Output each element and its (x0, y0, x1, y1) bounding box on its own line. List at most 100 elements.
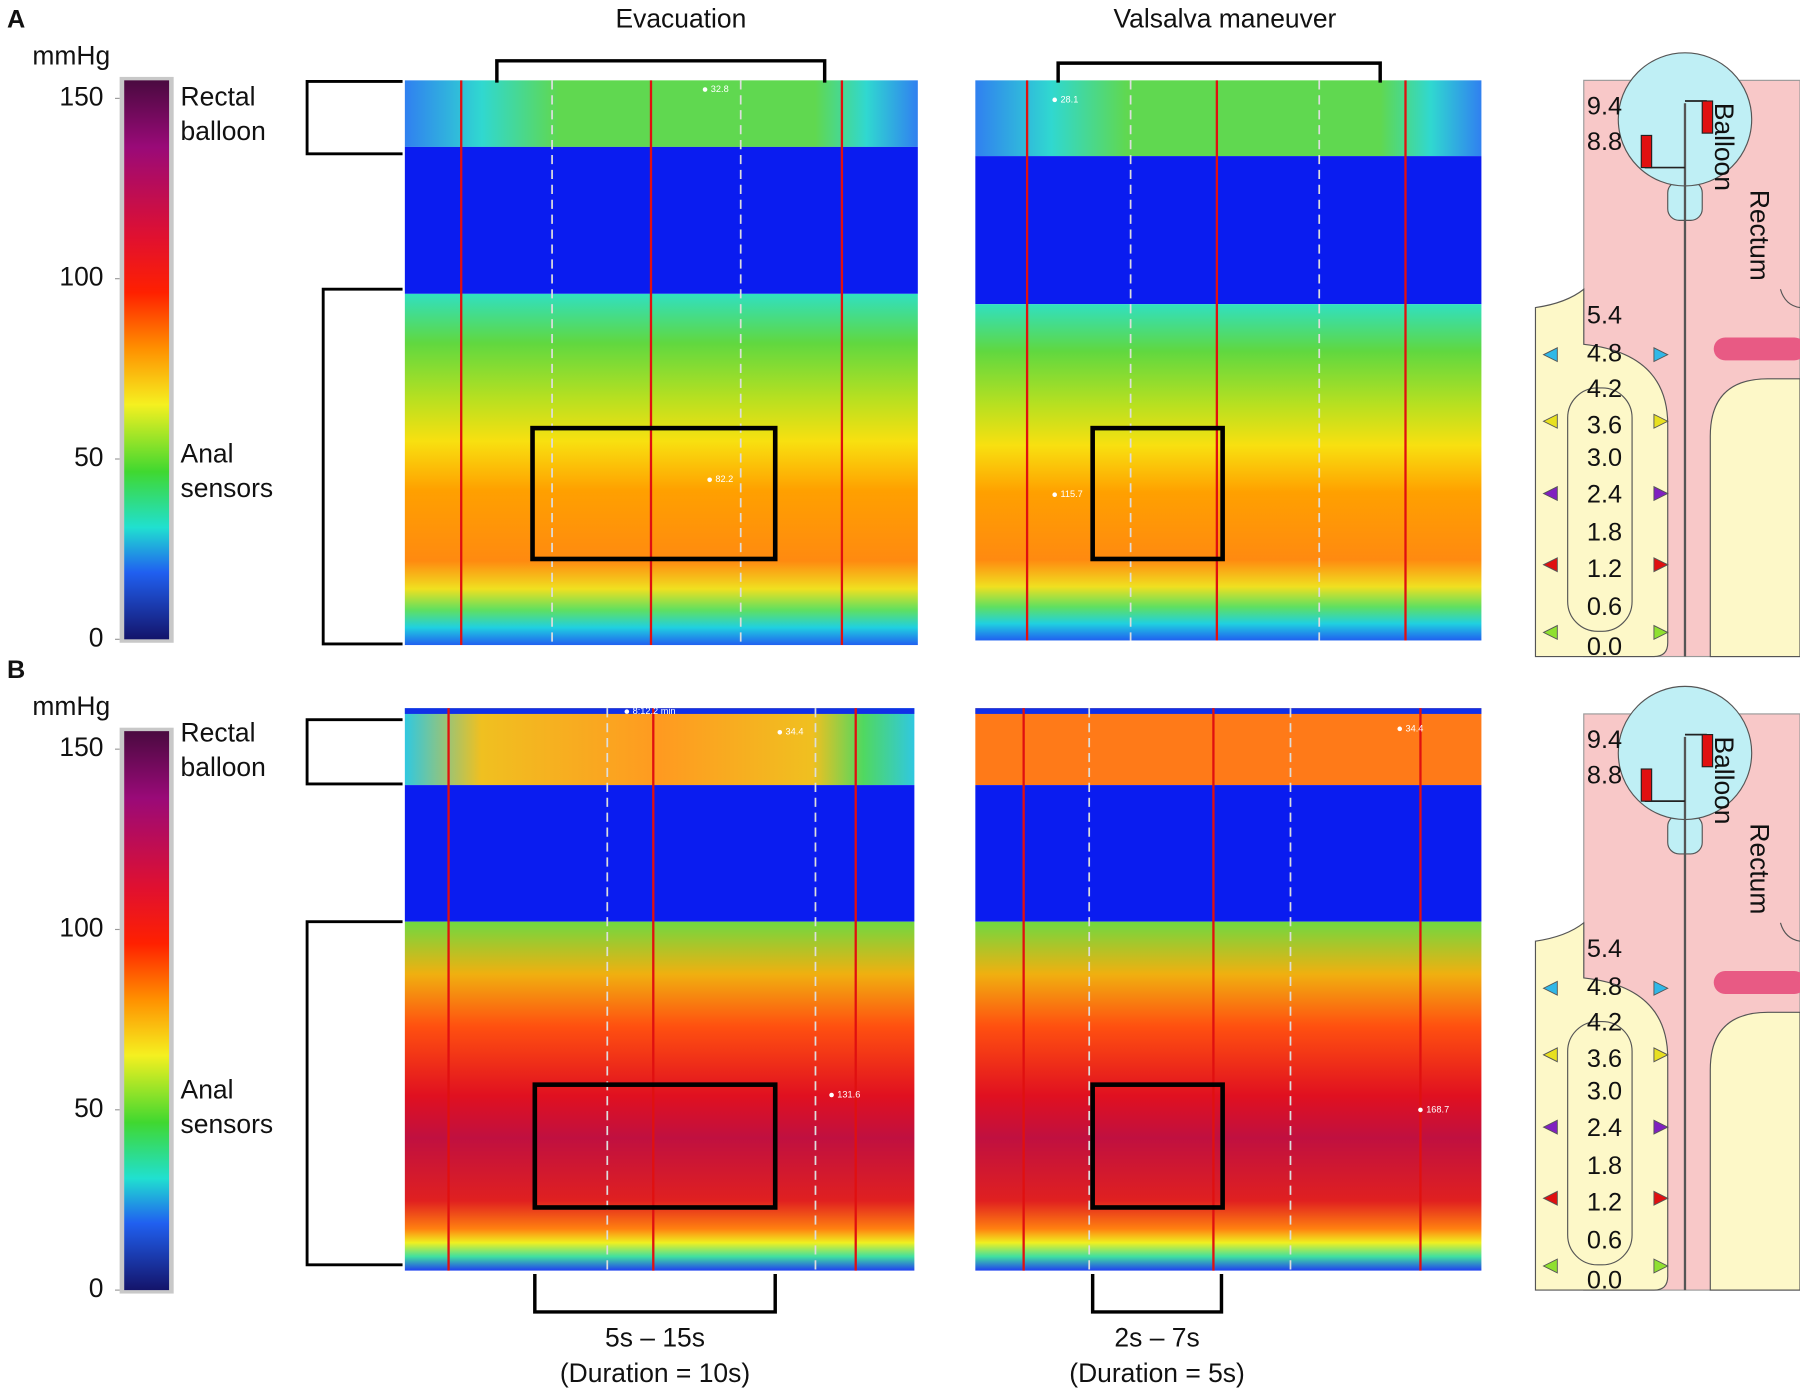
blue-band (404, 785, 915, 922)
scale-tick-label: 150 (59, 81, 103, 111)
sensor-label: 1.2 (1587, 555, 1622, 583)
sphincter-top (1779, 922, 1800, 942)
sensor-label: 2.4 (1587, 1114, 1622, 1142)
puborectalis (1713, 337, 1800, 361)
window-label: 5s – 15s (605, 1322, 705, 1352)
sensor-arrow (1542, 485, 1558, 502)
anal-canal-right (1709, 378, 1800, 658)
sensor-label: 4.8 (1587, 973, 1622, 1001)
sensor-arrow (1653, 1258, 1669, 1274)
rectal-band (975, 708, 1482, 786)
sensor-arrow (1542, 347, 1558, 363)
rectal-band (404, 708, 915, 786)
scale-tick-label: 0 (89, 1273, 104, 1303)
anal-canal-left (1534, 288, 1669, 658)
sensor-label: 9.4 (1587, 726, 1622, 754)
sensor-arrow (1542, 557, 1558, 573)
readout-dot (829, 1092, 834, 1098)
readout-dot (702, 87, 708, 92)
window-label: (Duration = 5s) (1069, 1358, 1245, 1388)
analysis-box (1090, 1082, 1225, 1210)
readout-dot (1397, 726, 1403, 732)
blue-band (975, 785, 1482, 922)
balloon-sensor (1701, 734, 1714, 768)
balloon-sensor (1701, 100, 1714, 134)
analysis-box (1090, 425, 1225, 562)
anal-label: sensors (181, 473, 274, 503)
sensor-label: 4.8 (1587, 339, 1622, 367)
sensor-label: 8.8 (1587, 128, 1622, 156)
analysis-box (532, 1082, 778, 1210)
anal-bracket (321, 287, 403, 646)
rectal-label: Rectal (181, 82, 256, 112)
rectal-label: balloon (181, 752, 266, 782)
anatomy-diagram: 9.4 8.8 5.4 4.8 4.2 3.6 3.0 2.4 1.8 1.2 0.6 0.0 Ball… (1534, 685, 1800, 1295)
top-strip (404, 708, 915, 714)
sensor-label: 1.8 (1587, 518, 1622, 546)
sensor-label: 3.6 (1587, 412, 1622, 440)
sensor-label: 4.2 (1587, 375, 1622, 403)
sensor-arrow (1653, 347, 1669, 363)
scale-tick-label: 0 (89, 622, 104, 652)
rectal-bracket (305, 80, 403, 156)
sensor-label: 4.2 (1587, 1009, 1622, 1037)
rectal-label: balloon (181, 116, 266, 146)
balloon-label: Balloon (1709, 103, 1739, 191)
top-strip (975, 708, 1482, 714)
scale-tick-label: 150 (59, 732, 103, 762)
puborectalis (1713, 971, 1800, 994)
top-bracket (495, 59, 827, 83)
sensor-arrow (1542, 980, 1558, 996)
readout-dot (1052, 97, 1057, 103)
sensor-label: 3.6 (1587, 1045, 1622, 1073)
anal-label: Anal (181, 1075, 234, 1105)
sensor-label: 9.4 (1587, 93, 1622, 121)
scale-tick-label: 50 (74, 1093, 103, 1123)
sensor-label: 0.6 (1587, 1227, 1622, 1255)
window-label: (Duration = 10s) (560, 1358, 750, 1388)
balloon-sensor (1640, 134, 1653, 169)
sensor-arrow (1653, 1190, 1669, 1206)
sensor-label: 2.4 (1587, 481, 1622, 509)
readout: 32.8 (711, 84, 729, 94)
sensor-arrow (1653, 557, 1669, 573)
anal-label: Anal (181, 439, 234, 469)
anal-canal-left (1534, 921, 1669, 1291)
readout: 131.6 (837, 1089, 860, 1099)
readout: 82.2 (715, 474, 733, 484)
anal-canal-right (1709, 1011, 1800, 1291)
sensor-label: 0.0 (1587, 1267, 1622, 1295)
readout-dot (1052, 492, 1057, 497)
anal-band (975, 921, 1482, 1271)
sensor-label: 1.8 (1587, 1152, 1622, 1180)
blue-band (404, 146, 918, 294)
sensor-label: 5.4 (1587, 301, 1622, 329)
map-title: Valsalva maneuver (1114, 4, 1337, 34)
rectum-label: Rectum (1744, 823, 1774, 914)
sensor-arrow (1653, 980, 1669, 996)
sensor-label: 3.0 (1587, 444, 1622, 472)
scale-tick-label: 50 (74, 442, 103, 472)
canal-outline (1567, 387, 1633, 632)
panel-label: B (7, 656, 25, 684)
readout-dot (707, 477, 712, 483)
sensor-arrow (1542, 624, 1558, 641)
sensor-arrow (1542, 1119, 1558, 1135)
unit-label: mmHg (32, 40, 110, 70)
anal-band (404, 921, 915, 1271)
analysis-box (530, 425, 778, 562)
window-label: 2s – 7s (1114, 1322, 1199, 1352)
sensor-label: 3.0 (1587, 1077, 1622, 1105)
rectal-band (404, 80, 918, 147)
readout: 115.7 (1060, 489, 1082, 499)
sensor-label: 0.0 (1587, 633, 1622, 661)
sensor-arrow (1653, 413, 1669, 429)
sensor-arrow (1542, 1258, 1558, 1274)
unit-label: mmHg (32, 691, 110, 721)
readout: 8:12.2 min (633, 706, 676, 716)
sensor-label: 8.8 (1587, 762, 1622, 790)
sensor-label: 0.6 (1587, 593, 1622, 621)
color-bar (124, 731, 170, 1291)
